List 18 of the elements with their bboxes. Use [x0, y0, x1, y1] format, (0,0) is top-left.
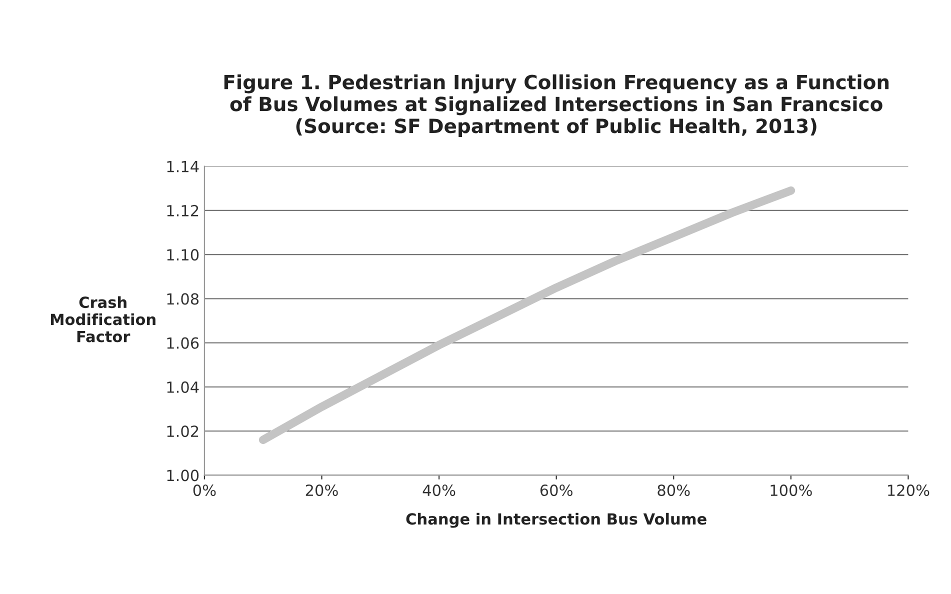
- x-tick-label: 20%: [306, 484, 338, 496]
- y-tick-label: 1.06: [167, 337, 199, 349]
- x-tick-label: 80%: [658, 484, 690, 496]
- x-tick-label: 120%: [888, 484, 930, 496]
- y-tick-label: 1.08: [167, 293, 199, 305]
- y-tick-label: 1.00: [167, 470, 199, 482]
- x-tick-label: 0%: [193, 484, 216, 496]
- y-tick-label: 1.14: [167, 160, 199, 172]
- y-tick-label: 1.12: [167, 204, 198, 216]
- y-axis-title: Crash Modification Factor: [50, 296, 156, 342]
- y-tick-label: 1.10: [167, 249, 199, 261]
- y-tick-label: 1.04: [167, 381, 199, 393]
- x-tick-label: 100%: [770, 484, 812, 496]
- chart-title: Figure 1. Pedestrian Injury Collision Frequency as a Function of Bus Volumes at Signalized Intersections in San Francsico (Source: SF Department of Public Health, 2013): [224, 74, 889, 138]
- x-tick-label: 60%: [540, 484, 572, 496]
- y-tick-label: 1.02: [167, 426, 198, 438]
- x-tick-label: 40%: [422, 484, 456, 496]
- x-axis-title: Change in Intersection Bus Volume: [406, 512, 706, 528]
